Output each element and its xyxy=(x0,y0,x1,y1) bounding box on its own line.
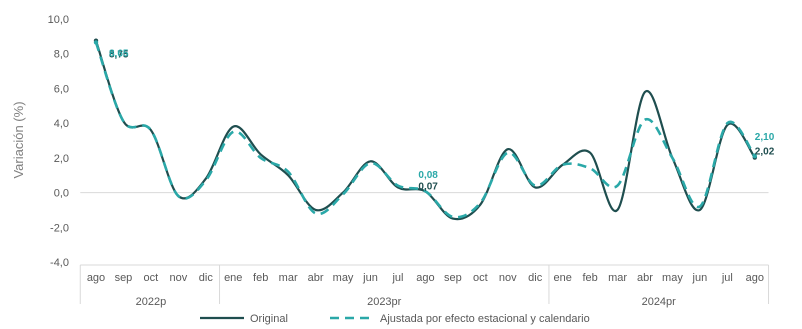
x-tick-label: nov xyxy=(499,272,517,284)
y-tick-label: 10,0 xyxy=(48,14,69,26)
x-tick-label: oct xyxy=(473,272,488,284)
year-group-label: 2022p xyxy=(136,296,167,308)
legend: Original Ajustada por efecto estacional y… xyxy=(200,313,590,325)
x-axis-year-groups: 2022p 2023pr 2024pr xyxy=(136,296,677,308)
data-labels: 8,758,65 0,080,07 2,10 2,02 xyxy=(109,48,775,192)
data-label: 8,65 xyxy=(109,48,129,59)
y-tick-label: 0,0 xyxy=(54,188,69,200)
x-tick-label: jun xyxy=(362,272,378,284)
axis-lines xyxy=(79,192,770,304)
y-tick-label: 6,0 xyxy=(54,83,69,95)
y-tick-label: -4,0 xyxy=(50,257,69,269)
x-tick-label: ene xyxy=(224,272,242,284)
y-tick-label: 8,0 xyxy=(54,49,69,61)
x-tick-label: may xyxy=(333,272,354,284)
x-tick-label: mar xyxy=(608,272,627,284)
y-axis-ticks: 10,0 8,0 6,0 4,0 2,0 0,0 -2,0 -4,0 xyxy=(48,14,69,269)
x-tick-label: ene xyxy=(553,272,571,284)
x-tick-label: ago xyxy=(416,272,434,284)
data-label: 0,07 xyxy=(418,181,438,192)
y-axis-label: Variación (%) xyxy=(11,101,26,178)
x-tick-label: mar xyxy=(279,272,298,284)
x-tick-label: ago xyxy=(746,272,764,284)
legend-label-adjusted: Ajustada por efecto estacional y calenda… xyxy=(380,313,590,325)
data-label: 2,02 xyxy=(755,147,775,158)
x-tick-label: feb xyxy=(253,272,268,284)
x-tick-label: dic xyxy=(199,272,214,284)
x-tick-label: may xyxy=(662,272,683,284)
x-tick-label: jul xyxy=(391,272,403,284)
x-tick-label: feb xyxy=(582,272,597,284)
x-tick-label: sep xyxy=(444,272,462,284)
year-group-label: 2024pr xyxy=(642,296,677,308)
x-tick-label: dic xyxy=(528,272,543,284)
data-label: 8,75 xyxy=(109,50,129,61)
x-tick-label: oct xyxy=(144,272,159,284)
x-tick-label: nov xyxy=(169,272,187,284)
series-lines xyxy=(93,38,757,221)
x-tick-label: abr xyxy=(637,272,653,284)
data-point-marker xyxy=(93,40,99,45)
x-axis-ticks: ago sep oct nov dic ene feb mar abr may jun jul ago s… xyxy=(87,272,764,284)
data-point-marker xyxy=(752,153,757,159)
data-label: 2,10 xyxy=(755,132,775,143)
data-label: 0,08 xyxy=(418,170,438,181)
year-group-label: 2023pr xyxy=(367,296,402,308)
x-tick-label: jul xyxy=(721,272,733,284)
x-tick-label: jun xyxy=(692,272,708,284)
series-line-adjusted xyxy=(94,41,756,219)
y-tick-label: 4,0 xyxy=(54,118,69,130)
y-tick-label: 2,0 xyxy=(54,153,69,165)
x-tick-label: abr xyxy=(308,272,324,284)
y-tick-label: -2,0 xyxy=(50,222,69,234)
x-tick-label: ago xyxy=(87,272,105,284)
legend-label-original: Original xyxy=(250,313,288,325)
x-tick-label: sep xyxy=(115,272,133,284)
